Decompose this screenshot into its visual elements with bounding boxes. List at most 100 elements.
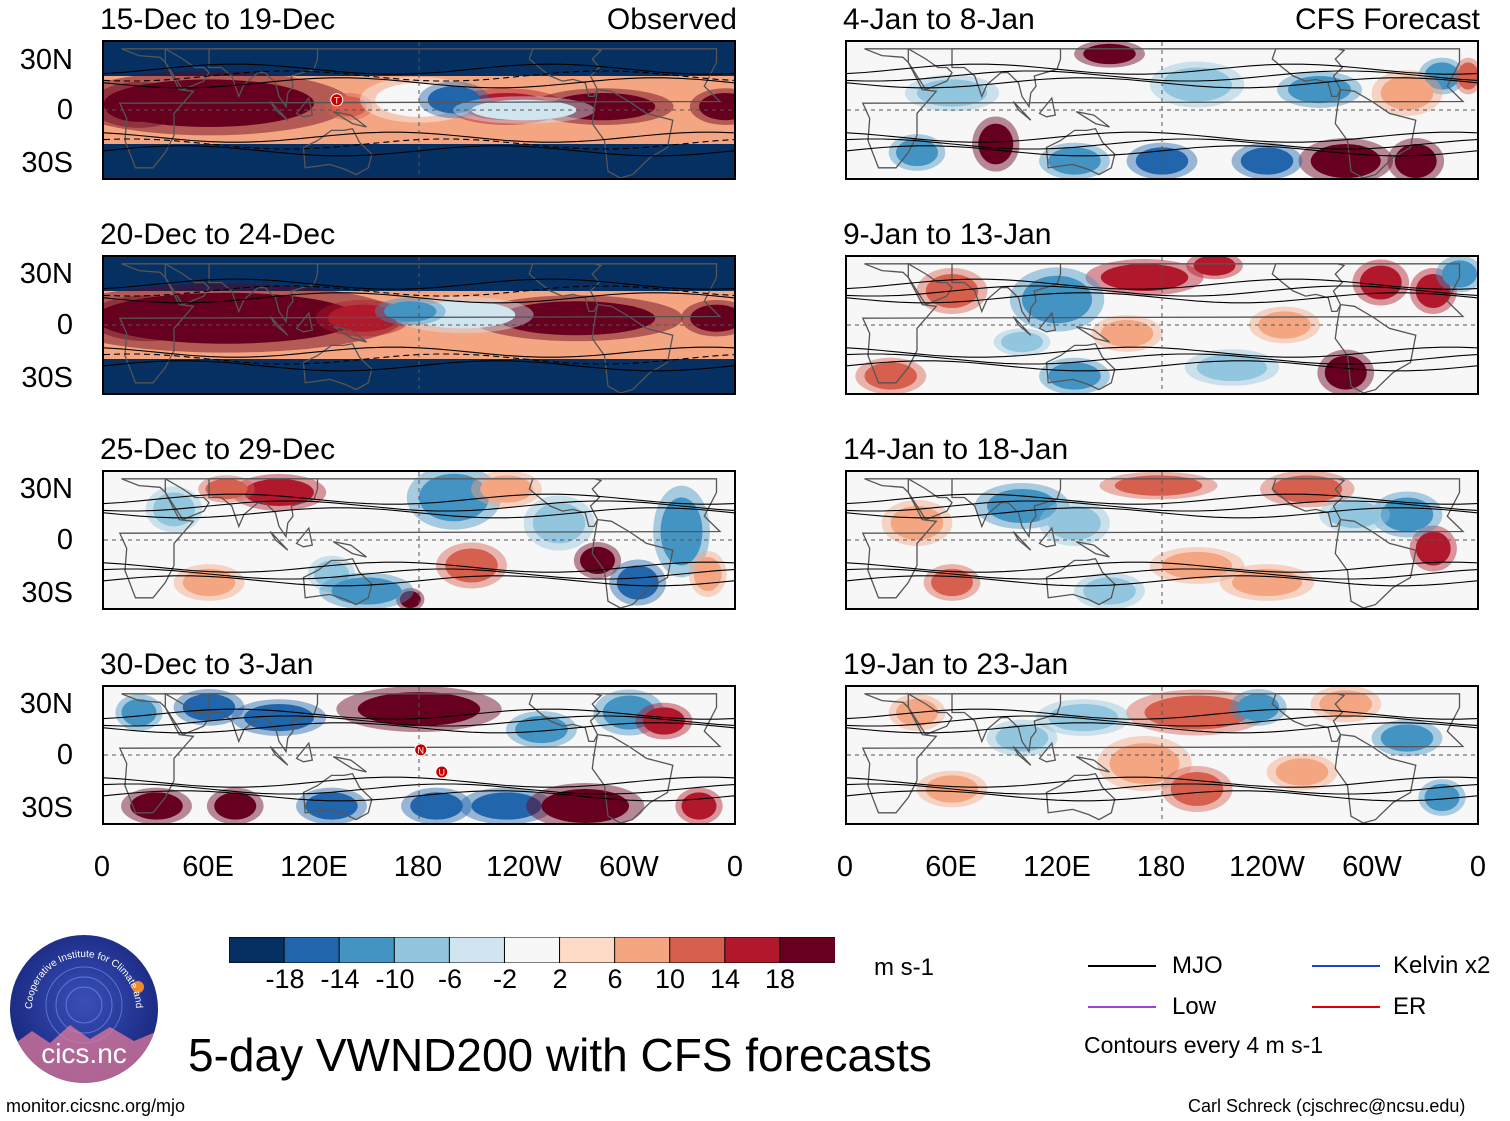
- coastline: [164, 477, 210, 521]
- map-panel-forecast-4: [845, 685, 1479, 825]
- coastline: [951, 478, 1062, 539]
- map-field: [847, 257, 1477, 393]
- coastline: [1271, 693, 1346, 743]
- panel-title-right-4: 19-Jan to 23-Jan: [843, 648, 1069, 681]
- shading-blob: [410, 301, 516, 329]
- coastline: [1012, 101, 1032, 121]
- coastline: [332, 111, 367, 128]
- shading-blob: [616, 565, 659, 600]
- shading-blob: [1048, 506, 1101, 540]
- lat-label-30s: 30S: [21, 577, 73, 609]
- lat-label-eq: 0: [56, 309, 73, 341]
- colorbar-swatch: [614, 937, 671, 963]
- shading-blob: [643, 707, 685, 735]
- coastline: [164, 692, 210, 736]
- coastline: [591, 303, 674, 393]
- shading-blob: [1048, 147, 1101, 175]
- colorbar-swatch: [338, 937, 396, 963]
- storm-marker: [435, 765, 449, 779]
- legend-line-kelvin: [1312, 965, 1380, 967]
- lon-label: 180: [1136, 851, 1186, 883]
- lat-label-eq: 0: [56, 524, 73, 556]
- footer-url[interactable]: monitor.cicsnc.org/mjo: [6, 1096, 186, 1116]
- lon-label: 0: [836, 851, 854, 883]
- coastline: [1334, 88, 1417, 178]
- contour-line: [847, 575, 1477, 587]
- logo-ring-text: Cooperative Institute for Climate and Sa…: [10, 935, 144, 1009]
- coastline: [208, 693, 319, 754]
- coastline: [295, 741, 314, 763]
- colorbar-swatch: [229, 937, 286, 963]
- legend-label-kelvin: Kelvin x2: [1393, 952, 1491, 979]
- colorbar-tick-label: 14: [709, 964, 741, 994]
- panel-title-left-4: 30-Dec to 3-Jan: [100, 648, 314, 681]
- colorbar-swatch: [283, 937, 341, 963]
- coastline: [528, 693, 603, 743]
- legend-line-mjo: [1088, 965, 1156, 967]
- shading-blob: [1310, 144, 1381, 178]
- panel-title-right-1: 4-Jan to 8-Jan: [843, 3, 1035, 36]
- svg-text:Cooperative Institute for Clim: Cooperative Institute for Climate and Sa…: [10, 935, 144, 1009]
- colorbar-tick-label: 10: [654, 964, 686, 994]
- lat-label-30s: 30S: [21, 792, 73, 824]
- legend-label-low: Low: [1172, 993, 1217, 1020]
- footer-author: Carl Schreck (cjschrec@ncsu.edu): [1188, 1096, 1466, 1116]
- coastline: [1045, 557, 1116, 606]
- shading-blob: [978, 123, 1014, 165]
- lat-label-eq: 0: [56, 739, 73, 771]
- contour-line: [104, 500, 734, 512]
- contour-line: [104, 493, 734, 505]
- colorbar-tick-label: -18: [265, 964, 305, 994]
- coastline: [907, 262, 953, 306]
- coastline: [1038, 96, 1057, 118]
- coastline: [1012, 746, 1032, 766]
- map-field: [104, 257, 734, 393]
- coastline: [1075, 756, 1110, 773]
- coastline: [208, 263, 319, 324]
- lon-label: 0: [93, 851, 111, 883]
- storm-marker: [330, 93, 344, 107]
- shading-blob: [244, 478, 314, 506]
- shading-blob: [1424, 62, 1460, 90]
- coastline: [1271, 263, 1346, 313]
- shading-blob: [1100, 263, 1189, 291]
- colorbar-tick-label: 2: [552, 964, 568, 994]
- lon-label: 120E: [280, 851, 348, 883]
- coastline: [528, 478, 603, 528]
- figure-title: 5-day VWND200 with CFS forecasts: [188, 1029, 932, 1081]
- shading-blob: [1275, 758, 1329, 786]
- legend-line-low: [1088, 1006, 1156, 1008]
- coastline: [1045, 342, 1116, 391]
- panel-title-right-3: 14-Jan to 18-Jan: [843, 433, 1069, 466]
- shading-blob: [681, 792, 717, 820]
- contour-interval-note: Contours every 4 m s-1: [1084, 1032, 1324, 1058]
- lon-label: 60E: [925, 851, 977, 883]
- panel-title-left-2: 20-Dec to 24-Dec: [100, 218, 336, 251]
- contour-line: [847, 715, 1477, 727]
- storm-marker-letter: U: [439, 768, 446, 778]
- shading-blob: [182, 568, 236, 597]
- shading-blob: [445, 548, 498, 583]
- shading-blob: [121, 698, 157, 727]
- panel-title-left-3: 25-Dec to 29-Dec: [100, 433, 336, 466]
- coastline: [1271, 48, 1346, 98]
- contour-line: [847, 708, 1477, 720]
- shading-blob: [1258, 311, 1311, 339]
- colorbar-swatch: [779, 937, 835, 963]
- colorbar-tick-label: -10: [375, 964, 415, 994]
- lat-label-30s: 30S: [21, 362, 73, 394]
- shading-blob: [427, 86, 481, 114]
- contour-line: [847, 360, 1477, 372]
- coastline: [302, 127, 373, 176]
- lat-label-30s: 30S: [21, 147, 73, 179]
- shading-blob: [1232, 568, 1302, 597]
- lon-label: 120W: [1229, 851, 1305, 883]
- cics-logo: Cooperative Institute for Climate and Sa…: [10, 935, 158, 1083]
- shading-blob: [1170, 772, 1224, 806]
- coastline: [1075, 541, 1110, 558]
- coastline: [907, 477, 953, 521]
- contour-line: [847, 63, 1477, 75]
- shading-blob: [864, 362, 917, 390]
- coastline: [861, 263, 1465, 384]
- coastline: [269, 746, 289, 766]
